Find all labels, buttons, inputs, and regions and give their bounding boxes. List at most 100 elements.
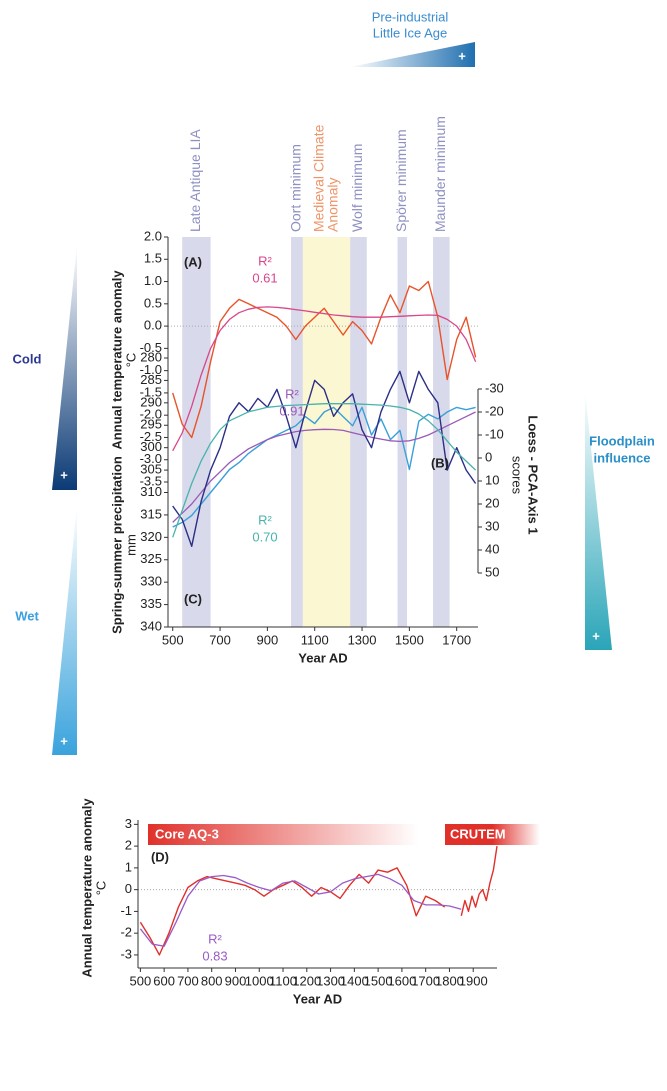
data-line [172,306,477,452]
x-axis-title: Year AD [298,650,347,665]
gradient-label: Cold [13,351,42,366]
plus-sign: + [60,733,68,748]
legend-label: Core AQ-3 [155,826,219,841]
x-tick-label: 700 [177,973,199,988]
y-tick-label: -30 [485,380,504,395]
y-tick-label: 40 [485,541,499,556]
y3-axis-unit: mm [123,534,138,556]
x-tick-label: 1100 [269,973,297,988]
y-tick-label: 285 [140,372,162,387]
plus-sign: + [592,628,600,643]
data-line [172,406,476,528]
r2-label: R² [285,386,299,401]
x-tick-label: 700 [209,632,231,647]
y-tick-label: 50 [485,564,499,579]
gradient-label: Pre-industrial [372,9,449,24]
y-tick-label: 3 [125,816,132,831]
y-tick-label: -1.5 [140,384,162,399]
legend-bar [445,824,540,845]
y-tick-label: 1 [125,859,132,874]
x-tick-label: 1600 [387,973,416,988]
period-band [302,237,351,627]
data-line [172,370,477,547]
y-tick-label: 30 [485,518,499,533]
period-label: Spörer minimum [393,129,409,232]
x-tick-label: 1000 [245,973,274,988]
period-label: Maunder minimum [432,116,448,232]
x-tick-label: 1900 [459,973,488,988]
x-tick-label: 500 [130,973,152,988]
y-axis-title: Annual temperature anomaly [109,270,124,450]
y-tick-label: -2.0 [140,407,162,422]
x-tick-label: 1700 [442,632,471,647]
period-band [397,237,408,627]
panel-label: (C) [184,591,202,606]
y-tick-label: 330 [140,574,162,589]
legend-bar [148,824,418,845]
y-tick-label: 0.5 [144,295,162,310]
y-tick-label: 280 [140,349,162,364]
y2-axis-title: Loess - PCA-Axis 1 [526,415,541,534]
gradient-label: Little Ice Age [373,25,447,40]
period-band [350,237,367,627]
y-tick-label: 1.0 [144,273,162,288]
period-label: Wolf minimum [349,144,365,232]
y-tick-label: 310 [140,484,162,499]
y-tick-label: -10 [485,426,504,441]
y-tick-label: 290 [140,394,162,409]
gradient-label: Floodplain [589,433,655,448]
gradient-wedge [350,42,475,67]
y-tick-label: -2.5 [140,429,162,444]
x-tick-label: 600 [153,973,175,988]
y-tick-label: 10 [485,472,499,487]
y-tick-label: 0.0 [144,318,162,333]
panel-label: (A) [184,254,202,269]
x-tick-label: 800 [201,973,223,988]
x-tick-label: 1100 [301,632,329,647]
x-tick-label: 900 [257,632,279,647]
y-tick-label: 0 [485,449,492,464]
period-band [182,237,211,627]
x-tick-label: 900 [225,973,247,988]
r2-value: 0.83 [202,948,227,963]
r2-label: R² [258,512,272,527]
y-tick-label: 340 [140,618,162,633]
x-tick-label: 1800 [435,973,464,988]
y-tick-label: 2 [125,838,132,853]
y-tick-label: -2 [120,925,132,940]
x-tick-label: 1500 [395,632,424,647]
x-tick-label: 500 [162,632,184,647]
y-tick-label: 335 [140,596,162,611]
period-label: Oort minimum [288,144,304,232]
panel-label: (D) [151,849,169,864]
period-label: Anomaly [324,178,340,232]
y-tick-label: -1 [120,903,132,918]
y-tick-label: 320 [140,529,162,544]
r2-label: R² [208,931,222,946]
y-tick-label: 315 [140,506,162,521]
x-tick-label: 1700 [411,973,440,988]
plus-sign: + [60,467,68,482]
plus-sign: + [458,48,466,63]
y-axis-unit: °C [93,881,108,896]
y-tick-label: -3.0 [140,451,162,466]
data-line [460,845,498,916]
panel-label: (B) [431,455,449,470]
y-tick-label: 295 [140,417,162,432]
y-tick-label: 325 [140,551,162,566]
y2-axis-unit: scores [510,456,525,495]
x-tick-label: 1300 [348,632,377,647]
y-tick-label: 300 [140,439,162,454]
y-tick-label: 0 [125,881,132,896]
period-label: Medieval Climate [310,124,326,232]
legend-label: CRUTEM [450,826,506,841]
x-tick-label: 1400 [340,973,369,988]
gradient-label: influence [593,450,650,465]
gradient-label: Wet [15,608,39,623]
y-axis-title: Annual temperature anomaly [79,798,94,978]
period-label: Late Antique LIA [187,129,203,232]
period-bands [182,237,450,627]
y-tick-label: 305 [140,462,162,477]
gradient-wedge [52,245,77,490]
